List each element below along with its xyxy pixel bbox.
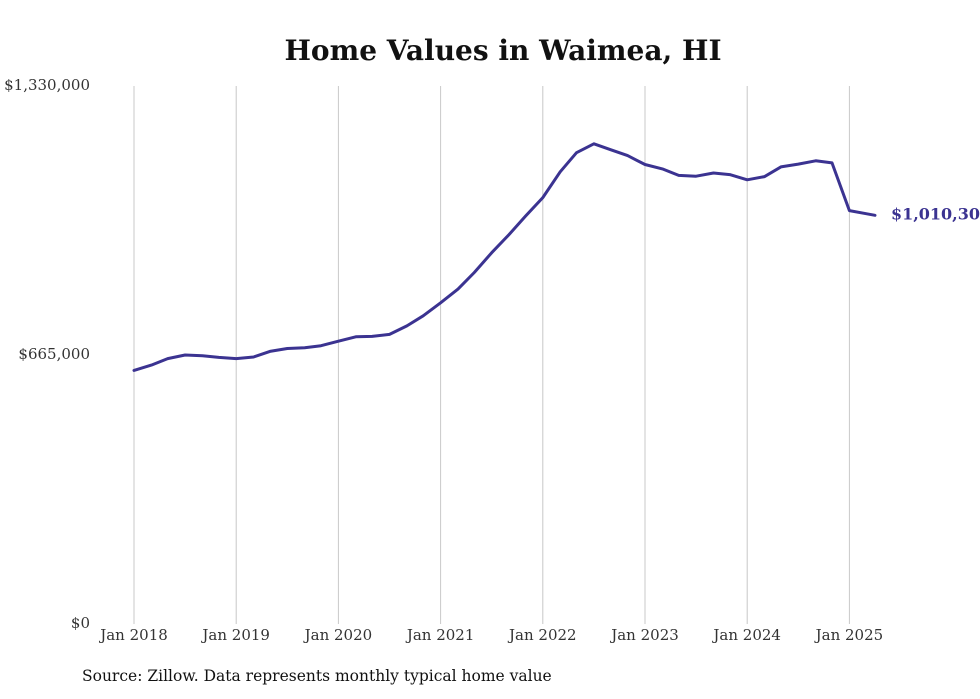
x-tick-label-2: Jan 2020	[303, 626, 373, 644]
line-chart: Home Values in Waimea, HI $0 $665,000 $1,3…	[4, 34, 980, 644]
y-tick-label-2: $1,330,000	[4, 76, 90, 94]
x-axis-tick-labels: Jan 2018 Jan 2019 Jan 2020 Jan 2021 Jan 2022…	[98, 626, 883, 644]
latest-value-label: $1,010,309	[891, 204, 980, 223]
y-tick-label-1: $665,000	[18, 345, 90, 363]
y-tick-label-0: $0	[71, 614, 90, 632]
vertical-gridlines	[133, 86, 850, 624]
source-note: Source: Zillow. Data represents monthly …	[82, 667, 552, 685]
x-tick-label-0: Jan 2018	[98, 626, 168, 644]
x-tick-label-4: Jan 2022	[507, 626, 577, 644]
x-tick-label-6: Jan 2024	[711, 626, 781, 644]
x-tick-label-3: Jan 2021	[405, 626, 475, 644]
x-tick-label-1: Jan 2019	[200, 626, 270, 644]
home-value-line	[132, 142, 877, 372]
x-tick-label-5: Jan 2023	[609, 626, 679, 644]
x-tick-label-7: Jan 2025	[814, 626, 884, 644]
y-axis-tick-labels: $0 $665,000 $1,330,000	[4, 76, 90, 632]
chart-title: Home Values in Waimea, HI	[284, 34, 721, 67]
